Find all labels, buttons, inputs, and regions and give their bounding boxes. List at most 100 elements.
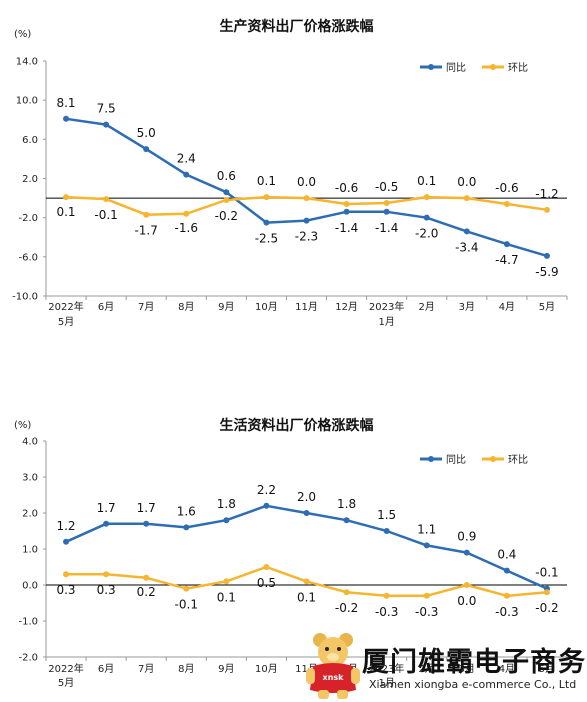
- x-tick-label: 9月: [218, 663, 234, 675]
- data-label-0: -1.4: [335, 221, 358, 235]
- data-label-1: -0.6: [495, 181, 518, 195]
- data-label-0: -1.4: [375, 221, 398, 235]
- x-tick-label-second-line: 5月: [58, 316, 74, 328]
- legend-marker-0: [428, 64, 434, 70]
- data-label-1: -0.5: [375, 180, 398, 194]
- data-point-1: [143, 211, 150, 218]
- x-tick-label: 7月: [138, 663, 154, 675]
- data-point-0: [343, 517, 350, 524]
- data-label-0: 1.8: [217, 497, 236, 511]
- y-tick-label: -10.0: [12, 292, 38, 303]
- data-label-0: 2.0: [297, 490, 316, 504]
- data-point-1: [263, 564, 270, 570]
- y-tick-label: 6.0: [22, 135, 38, 146]
- data-point-1: [343, 200, 350, 207]
- data-label-0: -0.1: [535, 566, 558, 580]
- x-tick-label: 5月: [539, 301, 555, 313]
- data-label-1: 0.1: [297, 590, 316, 604]
- data-point-0: [263, 219, 270, 226]
- data-label-0: 1.2: [56, 519, 75, 533]
- y-tick-label: 0.0: [22, 581, 38, 592]
- data-label-1: 0.0: [297, 175, 316, 189]
- data-point-1: [103, 196, 110, 203]
- data-label-1: 0.0: [457, 175, 476, 189]
- data-point-0: [303, 217, 310, 224]
- data-point-1: [463, 582, 470, 588]
- data-point-1: [303, 578, 310, 585]
- x-tick-label: 3月: [459, 301, 475, 313]
- x-tick-label: 6月: [98, 301, 114, 313]
- data-point-0: [63, 115, 70, 122]
- data-label-0: 0.6: [217, 169, 236, 183]
- data-label-0: 1.7: [137, 501, 156, 515]
- data-label-1: 0.3: [97, 583, 116, 597]
- data-label-0: 2.2: [257, 483, 276, 497]
- data-label-1: -0.3: [375, 605, 398, 619]
- y-tick-label: -2.0: [18, 213, 38, 224]
- data-point-0: [263, 502, 270, 509]
- data-point-1: [263, 194, 270, 201]
- chart-title: 生活资料出厂价格涨跌幅: [220, 417, 374, 434]
- y-tick-label: 4.0: [22, 437, 38, 448]
- x-tick-label: 2月: [419, 301, 435, 313]
- data-label-0: -2.3: [295, 230, 318, 244]
- data-point-0: [383, 528, 390, 534]
- data-point-0: [103, 121, 110, 128]
- data-label-0: -5.9: [535, 265, 558, 279]
- data-point-0: [423, 542, 430, 549]
- bear-mascot-logo: xnsk: [306, 633, 360, 699]
- y-tick-label: 14.0: [16, 57, 38, 68]
- data-point-1: [143, 574, 150, 581]
- data-point-1: [183, 585, 190, 592]
- data-point-0: [423, 214, 430, 221]
- x-tick-label: 4月: [499, 301, 515, 313]
- data-point-1: [223, 197, 230, 204]
- data-point-1: [183, 210, 190, 217]
- data-point-0: [223, 189, 230, 196]
- x-tick-label: 2023年: [369, 300, 404, 313]
- data-point-1: [383, 592, 390, 599]
- data-label-1: -0.2: [215, 209, 238, 223]
- data-label-1: 0.1: [417, 174, 436, 188]
- x-tick-label: 3月: [459, 663, 475, 675]
- data-point-0: [303, 510, 310, 516]
- legend-label-1: 环比: [508, 454, 528, 466]
- y-tick-label: -1.0: [18, 617, 38, 628]
- data-label-1: -0.1: [94, 208, 117, 222]
- x-tick-label: 2022年: [48, 662, 83, 675]
- x-tick-label: 2022年: [48, 300, 83, 313]
- data-label-0: -4.7: [495, 253, 518, 267]
- x-tick-label: 12月: [335, 301, 358, 313]
- data-point-0: [463, 228, 470, 235]
- chart-title: 生产资料出厂价格涨跌幅: [220, 18, 374, 35]
- data-point-1: [223, 578, 230, 585]
- data-label-0: 0.4: [497, 548, 516, 562]
- data-point-1: [423, 194, 430, 201]
- data-label-0: 1.6: [177, 504, 196, 518]
- data-label-0: 1.8: [337, 497, 356, 511]
- data-point-0: [543, 252, 550, 259]
- y-tick-label: -2.0: [18, 653, 38, 664]
- data-label-1: 0.2: [137, 585, 156, 599]
- data-point-1: [383, 199, 390, 206]
- data-label-0: 7.5: [97, 102, 116, 116]
- data-label-0: 5.0: [137, 126, 156, 140]
- x-tick-label: 6月: [98, 663, 114, 675]
- data-point-0: [223, 517, 230, 524]
- data-label-1: 0.1: [56, 205, 75, 219]
- data-label-0: 0.9: [457, 530, 476, 544]
- watermark: xnsk 厦门雄霸电子商务 Xiamen xiongba e-commerce …: [296, 630, 587, 702]
- data-point-1: [103, 571, 110, 578]
- y-tick-label: 3.0: [22, 473, 38, 484]
- x-tick-label-second-line: 5月: [58, 677, 74, 689]
- y-tick-label: 2.0: [22, 509, 38, 520]
- y-tick-label: 2.0: [22, 174, 38, 185]
- data-label-0: -3.4: [455, 240, 478, 254]
- data-label-0: 2.4: [177, 152, 196, 166]
- x-tick-label-second-line: 1月: [378, 316, 394, 328]
- x-tick-label: 10月: [255, 301, 278, 313]
- data-label-0: 1.7: [97, 501, 116, 515]
- data-label-1: -0.1: [175, 598, 198, 612]
- x-tick-label: 2023年: [369, 662, 404, 675]
